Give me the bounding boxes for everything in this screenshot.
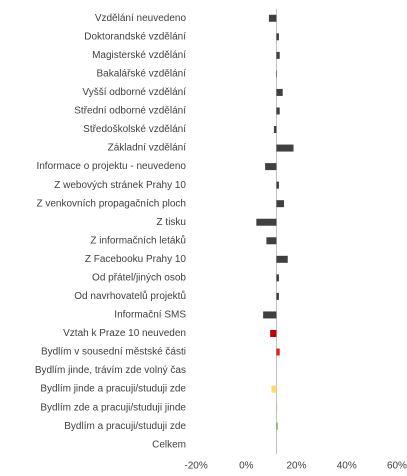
y-tick-label: Bydlím jinde, trávím zde volný čas <box>35 365 186 376</box>
bar <box>276 51 280 59</box>
y-tick-label: Bydlím jinde a pracuji/studuji zde <box>40 384 186 395</box>
bar <box>263 311 277 319</box>
y-tick-label: Bakalářské vzdělání <box>97 69 187 80</box>
bar <box>276 107 280 115</box>
y-tick-label: Vztah k Praze 10 neuveden <box>63 328 186 339</box>
y-tick-label: Vzdělání neuvedeno <box>95 13 187 24</box>
y-tick-label: Celkem <box>152 439 186 450</box>
bar <box>276 88 283 96</box>
y-tick-label: Střední odborné vzdělání <box>74 106 186 117</box>
y-tick-label: Bydlím zde a pracuji/studuji jinde <box>40 402 186 413</box>
y-tick-label: Od přátel/jiných osob <box>92 272 186 283</box>
y-tick-label: Informační SMS <box>114 310 186 321</box>
bar <box>265 163 277 171</box>
y-tick-label: Z informačních letáků <box>90 234 186 246</box>
bar <box>276 274 279 282</box>
x-tick-label: 0% <box>239 461 254 472</box>
bar <box>276 292 279 300</box>
y-tick-label: Z webových stránek Prahy 10 <box>54 180 186 191</box>
bar <box>276 404 278 412</box>
x-tick-label: 60% <box>387 461 407 472</box>
x-tick-label: -20% <box>184 461 207 472</box>
y-tick-label: Vyšší odborné vzdělání <box>82 87 186 98</box>
bar <box>276 200 284 208</box>
y-tick-label: Od navrhovatelů projektů <box>74 290 186 302</box>
y-tick-label: Základní vzdělání <box>108 143 187 154</box>
bar <box>276 70 277 78</box>
bar <box>276 181 279 189</box>
bar <box>268 14 277 22</box>
bar <box>276 144 294 152</box>
y-tick-label: Magisterské vzdělání <box>92 50 186 61</box>
y-tick-label: Bydlím v sousední městské části <box>41 347 186 358</box>
x-tick-label: 40% <box>337 461 357 472</box>
bar <box>276 255 288 263</box>
y-tick-label: Bydlím a pracuji/studuji zde <box>64 421 186 432</box>
x-tick-label: 20% <box>287 461 307 472</box>
bar <box>266 237 277 245</box>
bar <box>273 126 277 134</box>
bar <box>270 329 277 337</box>
bar <box>276 348 280 356</box>
y-tick-label: Z venkovních propagačních ploch <box>36 198 186 209</box>
bar <box>256 218 277 226</box>
bar <box>276 33 279 41</box>
y-tick-label: Doktorandské vzdělání <box>84 31 186 42</box>
bar <box>271 385 277 393</box>
y-tick-label: Z tisku <box>157 217 186 228</box>
y-tick-label: Z Facebooku Prahy 10 <box>85 254 187 265</box>
bar <box>276 422 278 430</box>
y-tick-label: Informace o projektu - neuvedeno <box>36 161 186 172</box>
y-tick-label: Středoškolské vzdělání <box>83 124 186 135</box>
